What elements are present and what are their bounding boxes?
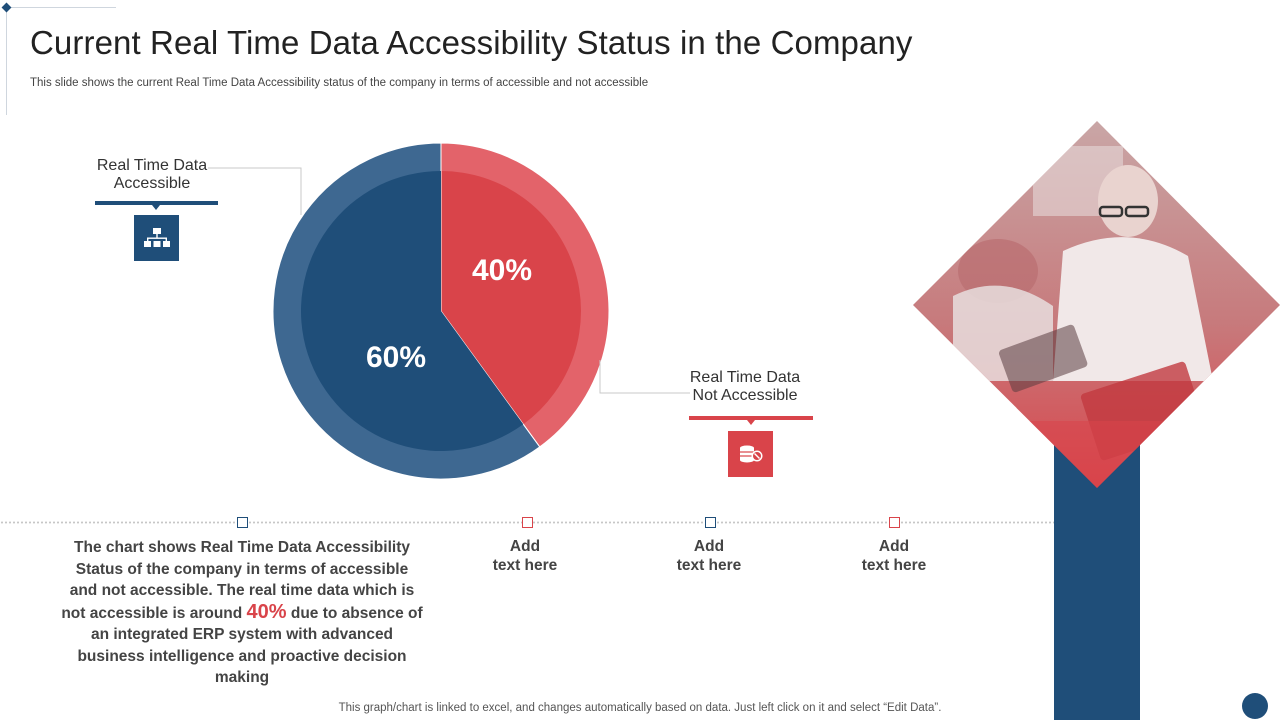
corner-line-vertical (6, 7, 7, 115)
team-photo-diamond (913, 121, 1280, 488)
slide-subtitle: This slide shows the current Real Time D… (30, 77, 649, 89)
legend-label-accessible: Real Time Data Accessible (82, 157, 222, 193)
timeline-marker-4 (889, 517, 900, 528)
corner-diamond (1, 2, 12, 13)
placeholder-text-1[interactable]: Add text here (465, 537, 585, 575)
slice-not-accessible[interactable] (441, 171, 581, 425)
legend-accessible-line2: Accessible (113, 175, 191, 192)
placeholder-1-line1: Add (509, 538, 541, 555)
timeline-marker-1 (237, 517, 248, 528)
placeholder-1-line2: text here (492, 557, 558, 574)
placeholder-2-line1: Add (693, 538, 725, 555)
placeholder-3-line2: text here (861, 557, 927, 574)
slice-accessible[interactable] (300, 171, 524, 451)
timeline-marker-2 (522, 517, 533, 528)
legend-bar-not-accessible (689, 416, 813, 420)
description-text-start: The chart shows Real Time Data Accessibi… (61, 539, 415, 622)
legend-label-not-accessible: Real Time Data Not Accessible (675, 369, 815, 405)
page-indicator-dot (1242, 693, 1268, 719)
legend-not-accessible-line2: Not Accessible (692, 387, 798, 404)
chart-description: The chart shows Real Time Data Accessibi… (60, 537, 424, 689)
slice-not-accessible-outer[interactable] (440, 142, 610, 448)
placeholder-text-3[interactable]: Add text here (834, 537, 954, 575)
database-block-icon (728, 431, 773, 477)
footer-note: This graph/chart is linked to excel, and… (338, 702, 942, 714)
timeline-marker-3 (705, 517, 716, 528)
description-highlight: 40% (246, 600, 287, 623)
placeholder-3-line1: Add (878, 538, 910, 555)
legend-accessible-line1: Real Time Data (96, 157, 208, 174)
legend-pointer-accessible (152, 205, 160, 210)
slice-label-accessible: 60% (366, 341, 426, 374)
legend-pointer-not-accessible (747, 420, 755, 425)
slice-label-not-accessible: 40% (472, 254, 532, 287)
network-hierarchy-icon (134, 215, 179, 261)
slide-title: Current Real Time Data Accessibility Sta… (30, 24, 913, 61)
description-text-end: due to absence of an integrated ERP syst… (77, 604, 423, 687)
legend-not-accessible-line1: Real Time Data (689, 369, 801, 386)
corner-line (6, 7, 116, 8)
placeholder-text-2[interactable]: Add text here (649, 537, 769, 575)
slice-accessible-outer[interactable] (272, 142, 541, 480)
placeholder-2-line2: text here (676, 557, 742, 574)
legend-bar-accessible (95, 201, 218, 205)
